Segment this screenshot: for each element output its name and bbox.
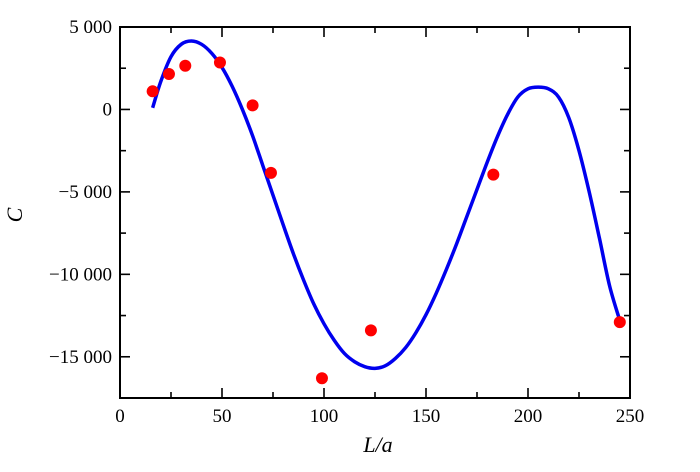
data-point [162,67,175,80]
x-tick-label: 250 [616,406,645,427]
y-tick-label: 0 [103,99,113,120]
data-point [315,372,328,385]
x-tick-label: 100 [310,406,339,427]
y-tick-label: −15 000 [49,347,112,368]
x-tick-label: 200 [514,406,543,427]
y-tick-label: −5 000 [59,182,112,203]
x-tick-label: 50 [213,406,232,427]
plot-border [119,26,631,399]
y-axis-title: C [2,207,27,222]
data-point [487,168,500,181]
y-tick-label: 5 000 [69,17,112,38]
plot-frame [119,26,631,399]
tick-labels: 0 50 100 150 200 250 5 000 0 −5 000 −10 000 −15 00… [49,17,644,427]
data-series [146,39,626,385]
x-tick-label: 0 [115,406,125,427]
fit-curve [150,39,622,371]
data-point [213,56,226,69]
x-tick-label: 150 [412,406,441,427]
data-point [613,316,626,329]
x-axis-title: L/a [362,432,392,457]
data-point [264,166,277,179]
data-point [146,85,159,98]
y-tick-label: −10 000 [49,264,112,285]
data-point [179,59,192,72]
axis-ticks [119,26,631,399]
data-point [364,324,377,337]
data-point [246,99,259,112]
